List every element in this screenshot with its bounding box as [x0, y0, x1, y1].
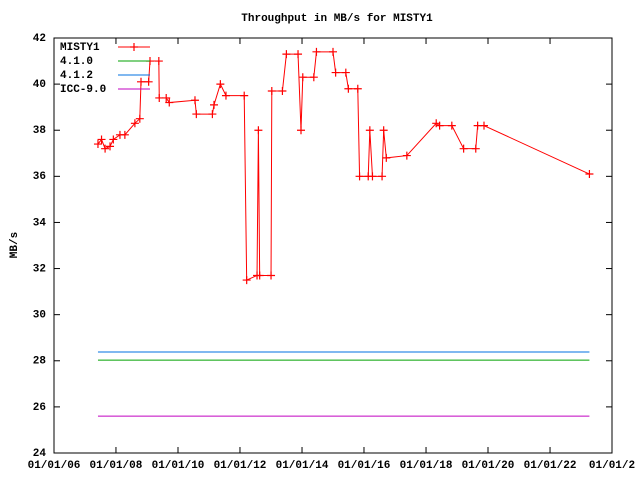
- data-point: [309, 73, 318, 82]
- data-point: [267, 271, 276, 280]
- data-point: [190, 96, 199, 105]
- x-tick-label: 01/01/2: [589, 460, 635, 472]
- legend-label: MISTY1: [60, 42, 100, 54]
- data-point: [240, 91, 249, 100]
- data-point: [435, 121, 444, 130]
- y-tick-label: 26: [33, 402, 46, 414]
- data-point: [353, 84, 362, 93]
- data-point: [480, 121, 489, 130]
- y-tick-label: 42: [33, 33, 46, 45]
- x-tick-label: 01/01/22: [524, 460, 577, 472]
- data-point: [254, 126, 263, 135]
- x-tick-label: 01/01/18: [400, 460, 453, 472]
- x-tick-label: 01/01/16: [338, 460, 391, 472]
- plot-frame: [53, 37, 613, 454]
- data-point: [208, 110, 217, 119]
- data-point: [216, 80, 225, 89]
- data-point: [97, 135, 106, 144]
- data-point: [255, 271, 264, 280]
- data-point: [165, 98, 174, 107]
- data-point: [379, 126, 388, 135]
- data-point: [93, 140, 102, 149]
- x-tick-label: 01/01/20: [462, 460, 515, 472]
- data-point: [471, 144, 480, 153]
- data-point: [242, 276, 251, 285]
- data-point: [447, 121, 456, 130]
- data-point: [298, 73, 307, 82]
- legend-label: 4.1.0: [60, 56, 93, 68]
- data-point: [154, 57, 163, 66]
- y-tick-label: 40: [33, 79, 46, 91]
- data-point: [267, 87, 276, 96]
- data-point: [378, 172, 387, 181]
- data-point: [209, 100, 218, 109]
- x-tick-label: 01/01/10: [152, 460, 205, 472]
- data-point: [341, 68, 350, 77]
- data-point: [130, 119, 139, 128]
- data-point: [282, 50, 291, 59]
- data-point: [355, 172, 364, 181]
- data-point: [155, 93, 164, 102]
- data-point: [459, 144, 468, 153]
- x-tick-label: 01/01/14: [276, 460, 329, 472]
- data-point: [144, 77, 153, 86]
- legend-marker: [130, 43, 138, 51]
- legend-label: ICC-9.0: [60, 84, 106, 96]
- data-point: [221, 91, 230, 100]
- data-point: [101, 144, 110, 153]
- data-point: [297, 126, 305, 135]
- data-point: [344, 84, 353, 93]
- y-tick-label: 38: [33, 125, 47, 137]
- data-point: [278, 87, 287, 96]
- data-point: [192, 110, 201, 119]
- data-point: [585, 170, 594, 179]
- y-tick-label: 36: [33, 171, 46, 183]
- y-tick-label: 28: [33, 356, 47, 368]
- data-point: [120, 130, 129, 139]
- x-tick-label: 01/01/06: [28, 460, 81, 472]
- data-point: [294, 50, 303, 59]
- x-tick-label: 01/01/12: [214, 460, 267, 472]
- legend-label: 4.1.2: [60, 70, 93, 82]
- data-point: [137, 77, 146, 86]
- y-tick-label: 24: [33, 448, 47, 460]
- data-point: [135, 114, 144, 123]
- chart-title: Throughput in MB/s for MISTY1: [241, 13, 433, 25]
- x-tick-label: 01/01/08: [90, 460, 143, 472]
- data-point: [162, 93, 171, 102]
- data-point: [365, 126, 374, 135]
- y-tick-label: 34: [33, 217, 47, 229]
- data-point: [382, 153, 391, 162]
- data-point: [109, 135, 118, 144]
- data-point: [331, 68, 340, 77]
- data-point: [312, 47, 321, 56]
- data-point: [368, 172, 377, 181]
- y-tick-label: 30: [33, 310, 46, 322]
- data-point: [106, 142, 115, 151]
- y-tick-label: 32: [33, 263, 46, 275]
- y-axis-label: MB/s: [9, 232, 21, 258]
- data-point: [329, 47, 337, 56]
- data-point: [402, 151, 411, 160]
